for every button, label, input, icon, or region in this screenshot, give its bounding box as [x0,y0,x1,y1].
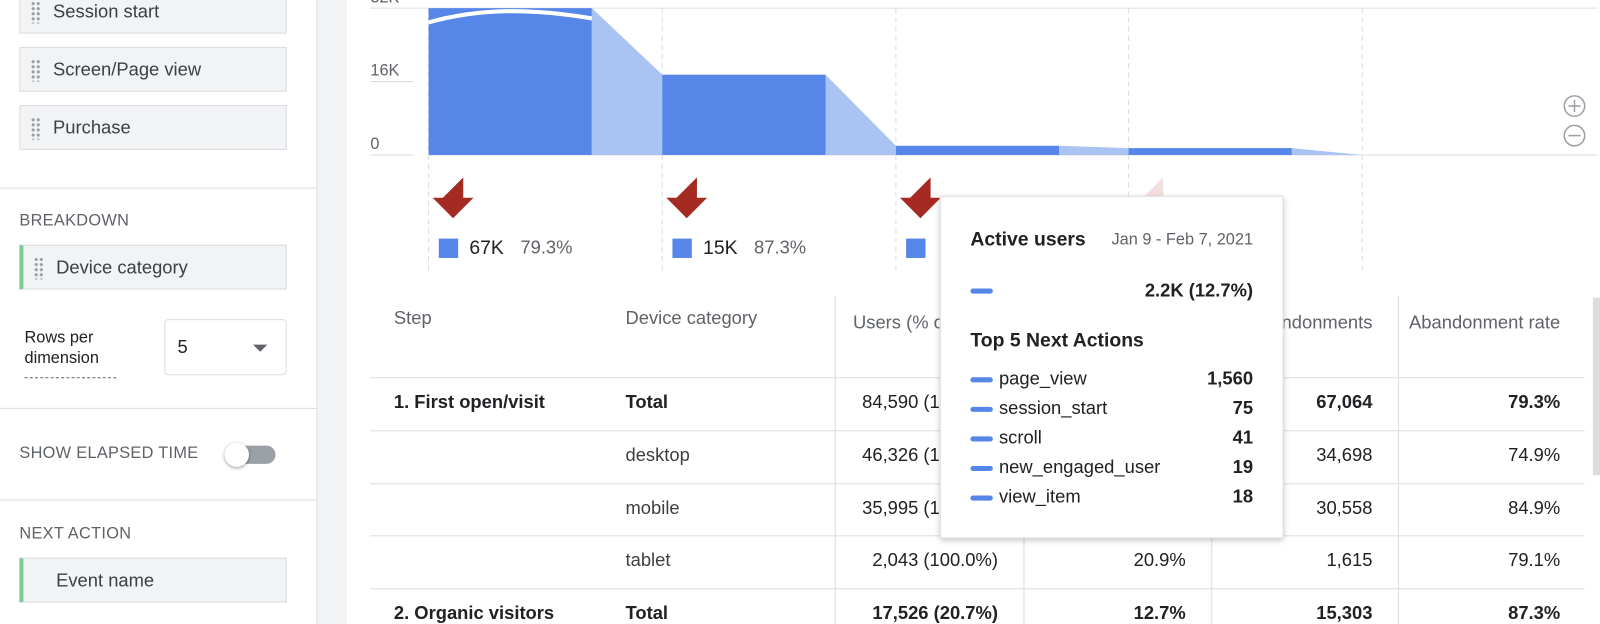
table-cell: 34,698 [1316,444,1373,465]
column-divider [834,295,836,624]
step-label: Session start [53,1,160,22]
table-cell: 2. Organic visitors [393,602,555,623]
rate-label: 87.3% [754,237,806,258]
series-swatch [970,377,993,383]
table-cell: 1,615 [1326,549,1373,570]
bar [662,74,826,155]
table-cell: mobile [625,497,680,518]
step-chip[interactable]: Session start [19,0,287,34]
abandon-label: 15K [703,237,738,259]
section-label: BREAKDOWN [19,212,130,230]
legend-swatch [672,238,692,258]
table-cell: 12.7% [1133,602,1186,623]
action-name: session_start [998,397,1108,419]
table-cell: 1. First open/visit [393,391,545,412]
series-swatch [970,288,993,294]
next-action-chip[interactable]: Event name [19,557,287,603]
action-name: view_item [998,486,1081,507]
series-swatch [970,436,993,442]
drop-off [591,8,663,155]
action-value: 19 [1232,456,1254,478]
arrow [432,177,474,219]
y-tick-label: 16K [370,62,399,80]
table-cell: 79.1% [1508,549,1561,570]
rows-select[interactable]: 5 [164,319,287,376]
chip-label: Event name [56,569,155,591]
zoom-button [1563,95,1586,117]
step-chip[interactable]: Purchase [19,105,287,150]
tooltip: Active users Jan 9 - Feb 7, 2021 2.2K (1… [939,195,1284,539]
action-value: 1,560 [1207,368,1254,389]
column-header: Device category [625,307,758,329]
scrollbar [1592,297,1600,476]
action-name: page_view [998,368,1087,389]
y-tick-label: 0 [370,135,379,153]
legend-swatch [906,238,926,258]
abandon-label: 67K [469,237,504,259]
table-cell: 17,526 (20.7%) [872,602,998,623]
tooltip-date: Jan 9 - Feb 7, 2021 [1111,231,1254,249]
tooltip-value: 2.2K (12.7%) [1144,280,1254,301]
series-swatch [970,495,993,501]
table-cell: 87.3% [1508,602,1561,623]
arrow [899,177,941,219]
gutter [317,0,347,624]
step-chip[interactable]: Screen/Page view [19,46,287,92]
breakdown-chip[interactable]: Device category [19,244,287,290]
action-name: scroll [998,427,1042,448]
rows-label: Rows per dimension [24,328,117,379]
series-swatch [970,465,993,472]
action-name: new_engaged_user [998,456,1161,478]
sidebar: Session start Screen/Page view Purchase … [0,0,318,624]
chip-label: Device category [56,256,188,278]
table-cell: 15,303 [1316,602,1373,623]
legend-swatch [438,238,459,258]
tooltip-title: Active users [970,229,1086,251]
toggle[interactable] [224,442,276,467]
dropdown-arrow [253,344,268,359]
row-divider [370,588,1585,590]
divider [0,407,317,409]
table-cell: 74.9% [1508,444,1561,465]
divider [0,499,317,501]
column-divider [1397,295,1399,624]
table-cell: 84.9% [1508,497,1561,518]
section-label: SHOW ELAPSED TIME [19,444,199,462]
step-label: Screen/Page view [53,59,202,80]
bar [1128,148,1292,155]
column-header: Abandonment rate [1409,311,1561,333]
funnel-chart: 0 16K 32K 67K 79.3% 15K 87.3% [370,0,1597,271]
table-cell: Total [625,602,669,623]
rate-label: 79.3% [520,237,572,258]
table-cell: 67,064 [1316,391,1373,412]
action-value: 18 [1232,486,1254,507]
table-cell: desktop [625,444,690,465]
table-cell: 30,558 [1316,497,1373,518]
drop-off [1059,145,1129,155]
table-cell: tablet [625,549,671,570]
y-tick-label: 32K [370,0,399,6]
axis-break [428,9,593,25]
section-label: NEXT ACTION [19,525,132,543]
drop-off [825,74,896,155]
table-cell: Total [625,391,669,412]
bar [895,145,1060,155]
table-cell: 79.3% [1508,391,1561,412]
step-label: Purchase [53,117,131,138]
table-cell: 2,043 (100.0%) [872,549,998,570]
series-swatch [970,406,993,412]
table-cell: 20.9% [1133,549,1186,570]
bar [428,8,592,155]
select-value: 5 [177,336,188,357]
column-header: Step [393,307,432,329]
action-value: 75 [1232,397,1254,419]
action-value: 41 [1232,427,1254,448]
tooltip-subtitle: Top 5 Next Actions [970,330,1144,352]
zoom-button [1563,124,1586,147]
divider [0,187,317,189]
